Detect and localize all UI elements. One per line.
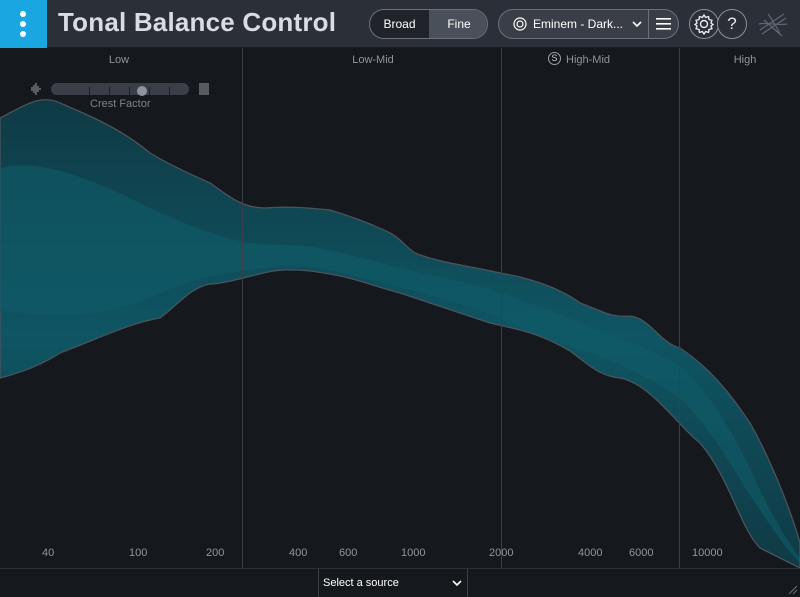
band-label-high-mid: High-Mid: [566, 54, 611, 66]
crest-factor-control: Crest Factor: [30, 81, 218, 113]
view-mode-toggle: Broad Fine: [369, 9, 488, 39]
target-core-band: [0, 165, 800, 563]
source-select[interactable]: Select a source: [318, 569, 468, 597]
header-bar: Tonal Balance Control Broad Fine Eminem …: [0, 0, 800, 48]
menu-dot-icon: [20, 11, 26, 17]
solo-button[interactable]: S: [548, 52, 561, 65]
resize-handle-icon[interactable]: [786, 583, 798, 595]
freq-tick-label: 1000: [401, 547, 426, 559]
crest-factor-slider[interactable]: [51, 83, 189, 96]
slider-tick: [109, 87, 110, 95]
broad-button[interactable]: Broad: [383, 17, 416, 31]
help-icon: ?: [727, 14, 737, 33]
menu-dot-icon: [20, 31, 26, 37]
freq-tick-label: 400: [289, 547, 308, 559]
plugin-menu-button[interactable]: [0, 0, 47, 48]
chevron-down-icon: [452, 580, 462, 587]
footer-bar: Select a source: [0, 568, 800, 597]
band-separator[interactable]: [242, 48, 243, 568]
preset-label: Eminem - Dark...: [533, 17, 624, 31]
freq-tick-label: 6000: [629, 547, 654, 559]
band-separator[interactable]: [501, 48, 502, 568]
source-select-label: Select a source: [323, 577, 399, 589]
freq-tick-label: 600: [339, 547, 358, 559]
crest-factor-label: Crest Factor: [90, 98, 151, 110]
target-curve-graph: [0, 99, 800, 568]
low-crest-icon: [31, 83, 41, 95]
freq-tick-label: 40: [42, 547, 55, 559]
fine-button[interactable]: Fine: [429, 10, 487, 38]
freq-tick-label: 100: [129, 547, 148, 559]
freq-tick-label: 200: [206, 547, 225, 559]
freq-tick-label: 2000: [489, 547, 514, 559]
freq-tick-label: 10000: [692, 547, 723, 559]
band-label-high: High: [733, 54, 757, 66]
band-label-low: Low: [108, 54, 130, 66]
target-preset-dropdown[interactable]: Eminem - Dark...: [498, 9, 679, 39]
hamburger-menu-icon[interactable]: [656, 18, 671, 30]
divider: [648, 10, 649, 38]
high-crest-icon: [199, 83, 209, 95]
slider-tick: [169, 87, 170, 95]
settings-button[interactable]: [689, 9, 719, 39]
freq-tick-label: 4000: [578, 547, 603, 559]
target-range-band: [0, 99, 800, 568]
chevron-down-icon: [632, 21, 642, 28]
gear-icon: [693, 13, 715, 36]
slider-tick: [129, 87, 130, 95]
tonal-balance-display: Low Low-Mid S High-Mid High Cr: [0, 48, 800, 568]
band-label-low-mid: Low-Mid: [352, 54, 394, 66]
izotope-logo-icon[interactable]: [756, 8, 790, 40]
help-button[interactable]: ?: [717, 9, 747, 39]
band-separator[interactable]: [679, 48, 680, 568]
menu-dot-icon: [20, 21, 26, 27]
target-icon: [513, 17, 527, 31]
crest-factor-handle[interactable]: [137, 86, 147, 96]
slider-tick: [89, 87, 90, 95]
app-title: Tonal Balance Control: [58, 7, 337, 37]
slider-tick: [149, 87, 150, 95]
